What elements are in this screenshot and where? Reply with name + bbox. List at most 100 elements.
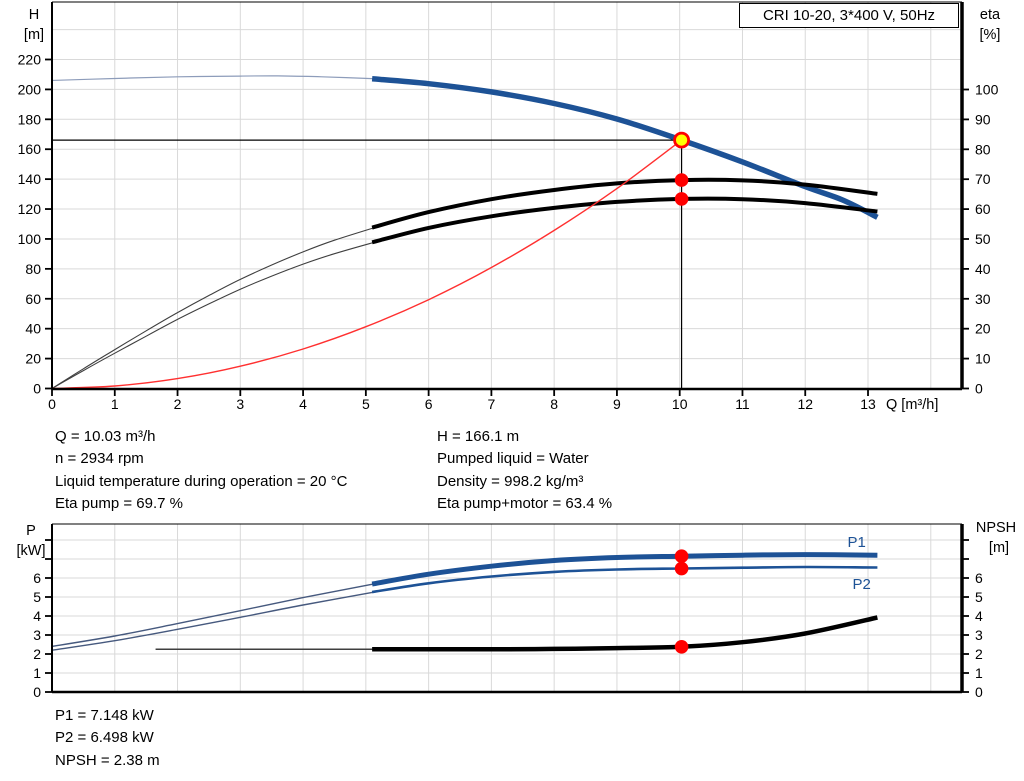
duty-reference-lines xyxy=(52,139,683,389)
H-curve xyxy=(371,76,879,220)
svg-text:0: 0 xyxy=(975,684,983,700)
svg-text:H: H xyxy=(29,7,39,23)
svg-text:100: 100 xyxy=(18,231,42,247)
p2-curve-label: P2 xyxy=(853,576,871,593)
svg-text:40: 40 xyxy=(975,261,991,277)
svg-text:160: 160 xyxy=(18,141,42,157)
svg-text:2: 2 xyxy=(33,646,41,662)
p1-curve-label: P1 xyxy=(848,534,866,551)
eta-pump xyxy=(371,177,878,230)
svg-text:2: 2 xyxy=(174,396,182,412)
svg-text:70: 70 xyxy=(975,171,991,187)
pump-title: CRI 10-20, 3*400 V, 50Hz xyxy=(762,7,936,24)
svg-text:3: 3 xyxy=(33,627,41,643)
svg-text:120: 120 xyxy=(18,201,42,217)
svg-text:20: 20 xyxy=(975,321,991,337)
svg-text:[m]: [m] xyxy=(24,27,44,43)
NPSH-curve xyxy=(372,615,878,652)
svg-text:100: 100 xyxy=(975,82,999,98)
info-liquid-temp: Liquid temperature during operation = 20… xyxy=(55,472,348,490)
svg-text:180: 180 xyxy=(18,111,42,127)
svg-text:[m]: [m] xyxy=(989,540,1009,556)
gridlines xyxy=(52,2,962,692)
info-eta-pump: Eta pump = 69.7 % xyxy=(55,495,183,513)
svg-text:3: 3 xyxy=(236,396,244,412)
svg-text:60: 60 xyxy=(975,201,991,217)
axes-frame xyxy=(51,1,964,694)
svg-text:0: 0 xyxy=(975,381,983,397)
eta-pump-motor-extension xyxy=(51,240,379,389)
svg-text:4: 4 xyxy=(975,608,983,624)
svg-text:Q [m³/h]: Q [m³/h] xyxy=(886,397,938,413)
svg-text:8: 8 xyxy=(550,396,558,412)
svg-text:[kW]: [kW] xyxy=(17,543,46,559)
power-curve-labels: P1 P2 xyxy=(848,534,871,593)
eta-pump-duty-marker xyxy=(674,173,689,187)
P2-curve xyxy=(371,565,878,594)
svg-text:6: 6 xyxy=(33,570,41,586)
operating-point-marker xyxy=(673,131,690,149)
info-flow: Q = 10.03 m³/h xyxy=(55,428,156,445)
svg-text:50: 50 xyxy=(975,231,991,247)
svg-text:4: 4 xyxy=(299,396,307,412)
svg-text:5: 5 xyxy=(975,589,983,605)
eta-pump-motor-duty-marker xyxy=(674,192,689,206)
svg-text:220: 220 xyxy=(18,51,42,67)
svg-text:40: 40 xyxy=(25,321,41,337)
svg-text:7: 7 xyxy=(487,396,495,412)
svg-text:6: 6 xyxy=(425,396,433,412)
p2-duty-marker xyxy=(674,561,689,576)
svg-text:10: 10 xyxy=(975,351,991,367)
svg-text:90: 90 xyxy=(975,111,991,127)
info-head: H = 166.1 m xyxy=(437,428,520,445)
npsh-duty-marker xyxy=(674,639,689,654)
svg-text:1: 1 xyxy=(975,665,983,681)
system-curve xyxy=(51,139,683,390)
eta-pump-motor xyxy=(371,196,878,245)
P2-extension xyxy=(51,590,379,651)
svg-text:5: 5 xyxy=(362,396,370,412)
duty-info-left: Q = 10.03 m³/h n = 2934 rpm Liquid tempe… xyxy=(55,426,347,516)
H-curve-extension xyxy=(51,75,379,82)
power-npsh-curves xyxy=(51,552,878,652)
svg-text:P: P xyxy=(26,523,36,539)
svg-text:4: 4 xyxy=(33,608,41,624)
svg-text:6: 6 xyxy=(975,570,983,586)
svg-text:1: 1 xyxy=(111,396,119,412)
info-speed: n = 2934 rpm xyxy=(55,450,144,468)
svg-text:13: 13 xyxy=(860,396,876,412)
info-density: Density = 998.2 kg/m³ xyxy=(437,472,584,490)
svg-text:80: 80 xyxy=(975,141,991,157)
info-eta-pump-motor: Eta pump+motor = 63.4 % xyxy=(437,495,613,513)
svg-text:10: 10 xyxy=(672,396,688,412)
svg-text:5: 5 xyxy=(33,589,41,605)
head-efficiency-curves xyxy=(51,75,879,390)
svg-text:140: 140 xyxy=(18,171,42,187)
info-npsh: NPSH = 2.38 m xyxy=(55,751,160,769)
svg-text:eta: eta xyxy=(980,7,1001,23)
svg-text:[%]: [%] xyxy=(980,27,1001,43)
svg-text:1: 1 xyxy=(33,665,41,681)
svg-text:0: 0 xyxy=(48,396,56,412)
svg-text:NPSH: NPSH xyxy=(976,520,1016,536)
svg-text:0: 0 xyxy=(33,684,41,700)
P1-curve xyxy=(371,552,878,587)
duty-info-right: H = 166.1 m Pumped liquid = Water Densit… xyxy=(437,426,612,516)
duty-point-markers xyxy=(673,131,690,654)
P1-extension xyxy=(51,582,379,648)
eta-pump-extension xyxy=(51,225,379,389)
svg-text:0: 0 xyxy=(33,381,41,397)
info-pumped-liquid: Pumped liquid = Water xyxy=(437,450,589,468)
svg-text:200: 200 xyxy=(18,81,42,97)
svg-text:3: 3 xyxy=(975,627,983,643)
svg-text:12: 12 xyxy=(797,396,813,412)
info-p2: P2 = 6.498 kW xyxy=(55,729,154,747)
power-info: P1 = 7.148 kW P2 = 6.498 kW NPSH = 2.38 … xyxy=(55,705,160,772)
svg-text:80: 80 xyxy=(25,261,41,277)
axis-ticks-labels: 0 1 2 3 4 5 6 7 8 9 10 11 12 13 Q [m³/h]02040608010012… xyxy=(17,7,1017,700)
svg-text:2: 2 xyxy=(975,646,983,662)
svg-text:11: 11 xyxy=(735,396,750,412)
info-p1: P1 = 7.148 kW xyxy=(55,707,154,724)
